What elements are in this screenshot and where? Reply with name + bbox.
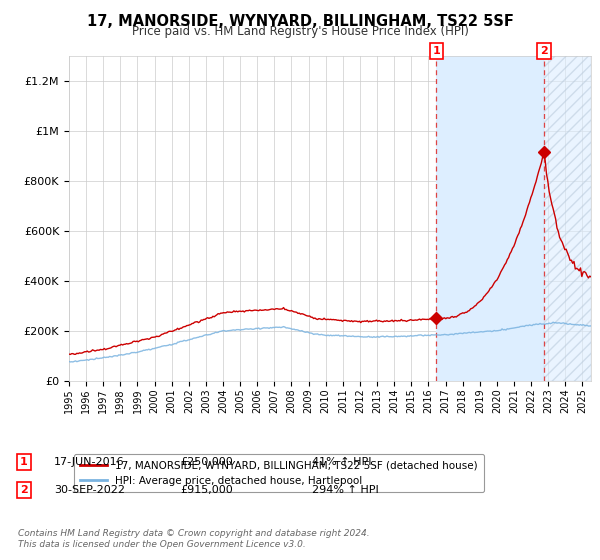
Text: 41% ↑ HPI: 41% ↑ HPI [312, 457, 371, 467]
Text: 30-SEP-2022: 30-SEP-2022 [54, 485, 125, 495]
Text: 17, MANORSIDE, WYNYARD, BILLINGHAM, TS22 5SF: 17, MANORSIDE, WYNYARD, BILLINGHAM, TS22… [86, 14, 514, 29]
Text: £915,000: £915,000 [180, 485, 233, 495]
Text: Price paid vs. HM Land Registry's House Price Index (HPI): Price paid vs. HM Land Registry's House … [131, 25, 469, 38]
Text: 17-JUN-2016: 17-JUN-2016 [54, 457, 125, 467]
Text: 1: 1 [433, 46, 440, 56]
Legend: 17, MANORSIDE, WYNYARD, BILLINGHAM, TS22 5SF (detached house), HPI: Average pric: 17, MANORSIDE, WYNYARD, BILLINGHAM, TS22… [74, 454, 484, 492]
Text: 2: 2 [20, 485, 28, 495]
Bar [436, 56, 544, 381]
Text: 294% ↑ HPI: 294% ↑ HPI [312, 485, 379, 495]
Text: 1: 1 [20, 457, 28, 467]
Bar [544, 56, 591, 381]
Text: 2: 2 [540, 46, 548, 56]
Text: Contains HM Land Registry data © Crown copyright and database right 2024.
This d: Contains HM Land Registry data © Crown c… [18, 529, 370, 549]
Text: £250,000: £250,000 [180, 457, 233, 467]
